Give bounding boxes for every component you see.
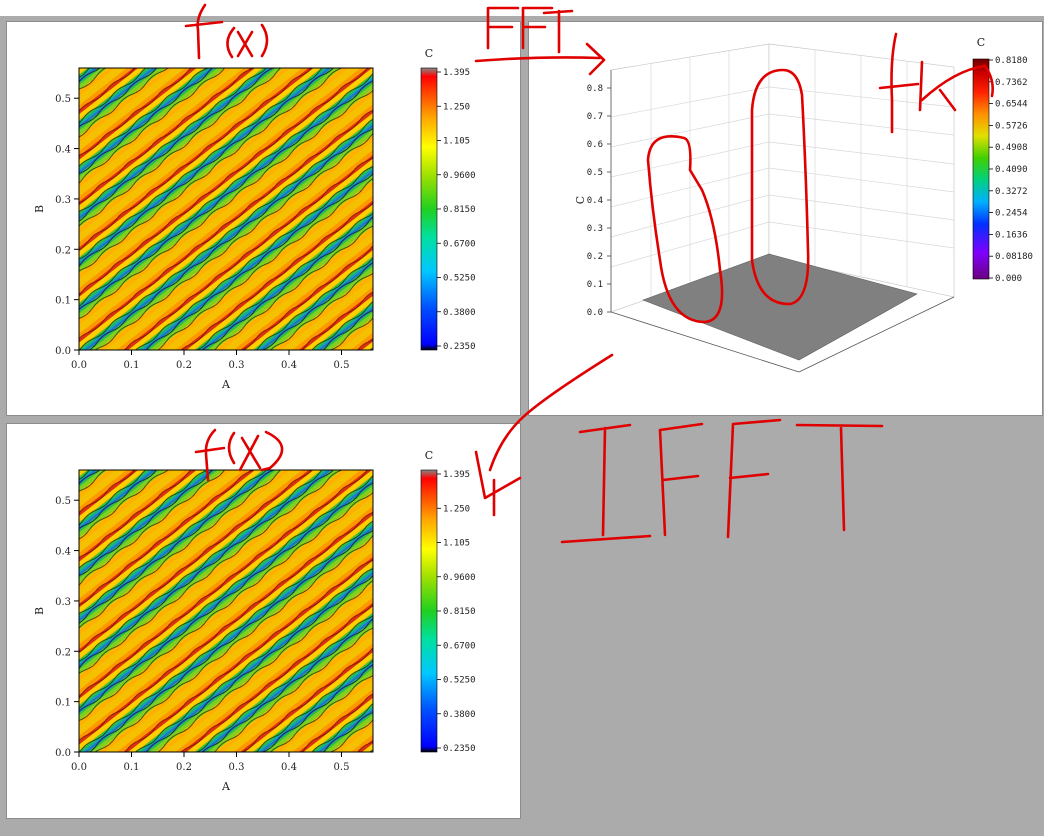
y-tick-label: 0.0 [55, 748, 71, 759]
z-tick-label: 0.4 [587, 196, 603, 206]
y-tick-label: 0.0 [55, 346, 71, 357]
colorbar-tick-label: 0.000 [995, 274, 1022, 284]
colorbar [420, 469, 438, 753]
x-tick-label: 0.1 [124, 360, 140, 371]
colorbar-tick-label: 0.5726 [995, 121, 1028, 131]
axis-edges [610, 70, 955, 373]
y-axis: 0.0 0.1 0.2 0.3 0.4 0.5 [55, 496, 79, 759]
x-tick-label: 0.1 [124, 762, 140, 773]
colorbar-tick-label: 0.8180 [995, 56, 1028, 66]
colorbar-title: C [977, 36, 985, 49]
colorbar-tick-label: 1.105 [443, 539, 470, 549]
colorbar-tick-label: 0.2454 [995, 209, 1028, 219]
x-tick-label: 0.0 [71, 762, 87, 773]
contour-plot-area [78, 67, 374, 351]
z-axis: 0.0 0.1 0.2 0.3 0.4 0.5 0.6 0.7 0.8 [587, 84, 611, 318]
colorbar-tick-label: 0.5250 [443, 274, 476, 284]
colorbar-tick-label: 0.8150 [443, 205, 476, 215]
colorbar-tick-label: 0.08180 [995, 252, 1033, 262]
colorbar-tick-label: 0.4090 [995, 165, 1028, 175]
colorbar-tick-label: 0.1636 [995, 230, 1028, 240]
x-axis-label: A [221, 378, 231, 391]
colorbar-tick-label: 0.2350 [443, 744, 476, 754]
colorbar-tick-label: 1.250 [443, 102, 470, 112]
colorbar-tick-label: 0.3800 [443, 710, 476, 720]
z-tick-label: 0.8 [587, 84, 603, 94]
colorbar-tick-label: 0.4908 [995, 143, 1028, 153]
x-axis-label: A [221, 780, 231, 793]
contour-panel-ifft[interactable]: 0.0 0.1 0.2 0.3 0.4 0.5 0.0 0.1 0.2 0.3 0.4 0.5 A … [6, 423, 521, 819]
z-axis-label: C [574, 196, 587, 204]
colorbar-tick-label: 0.5250 [443, 676, 476, 686]
z-tick-label: 0.5 [587, 168, 603, 178]
colorbar-tick-label: 1.395 [443, 68, 470, 78]
x-axis: 0.0 0.1 0.2 0.3 0.4 0.5 [71, 752, 349, 773]
x-tick-label: 0.5 [334, 762, 350, 773]
window-top-strip [0, 0, 1044, 16]
colorbar-tick-label: 0.9600 [443, 171, 476, 181]
x-tick-label: 0.2 [176, 360, 192, 371]
y-tick-label: 0.5 [55, 496, 71, 507]
y-tick-label: 0.4 [55, 547, 71, 558]
x-tick-label: 0.0 [71, 360, 87, 371]
colorbar-tick-label: 0.6544 [995, 100, 1028, 110]
z-tick-label: 0.0 [587, 308, 603, 318]
surface-panel-fk[interactable]: 0.0 0.1 0.2 0.3 0.4 0.5 0.6 0.7 0.8 C C 0.8180 0.… [528, 21, 1043, 416]
z-tick-label: 0.7 [587, 112, 603, 122]
y-axis-label: B [33, 205, 46, 213]
colorbar-tick-label: 0.8150 [443, 607, 476, 617]
x-axis: 0.0 0.1 0.2 0.3 0.4 0.5 [71, 350, 349, 371]
surface-chart: 0.00.10.20.30.40.50.60.70.8 C C 0.81800.… [574, 36, 1033, 373]
annotation-ifft [560, 418, 884, 544]
y-tick-label: 0.1 [55, 698, 71, 709]
colorbar [972, 58, 990, 280]
colorbar-tick-label: 0.3272 [995, 187, 1028, 197]
colorbar-title: C [425, 449, 433, 462]
y-tick-label: 0.1 [55, 296, 71, 307]
colorbar-tick-label: 1.105 [443, 137, 470, 147]
z-tick-label: 0.3 [587, 224, 603, 234]
contour-panel-fx[interactable]: 0.0 0.1 0.2 0.3 0.4 0.5 0.0 0.1 0.2 0.3 0.4 0.5 A … [6, 21, 521, 416]
x-tick-label: 0.5 [334, 360, 350, 371]
colorbar [420, 67, 438, 351]
y-tick-label: 0.5 [55, 94, 71, 105]
colorbar-tick-label: 1.250 [443, 504, 470, 514]
contour-chart-2: 0.0 0.1 0.2 0.3 0.4 0.5 0.00.10.20.30.40.5 A … [33, 449, 476, 793]
colorbar-tick-label: 0.6700 [443, 239, 476, 249]
colorbar-tick-label: 1.395 [443, 470, 470, 480]
z-tick-label: 0.6 [587, 140, 603, 150]
y-tick-label: 0.3 [55, 597, 71, 608]
y-tick-label: 0.4 [55, 145, 71, 156]
y-tick-label: 0.3 [55, 195, 71, 206]
colorbar-ticks: 0.8180 0.7362 0.6544 0.5726 0.4908 0.4090 0.32… [989, 56, 1033, 284]
colorbar-tick-label: 0.7362 [995, 78, 1028, 88]
x-tick-label: 0.4 [281, 762, 297, 773]
contour-chart-1: 0.0 0.1 0.2 0.3 0.4 0.5 0.00.10.20.30.40.5 A … [33, 47, 476, 391]
z-tick-label: 0.2 [587, 252, 603, 262]
colorbar-tick-label: 0.6700 [443, 641, 476, 651]
x-tick-label: 0.3 [229, 360, 245, 371]
x-tick-label: 0.3 [229, 762, 245, 773]
colorbar-ticks: 1.395 1.250 1.105 0.9600 0.8150 0.6700 0.5250 0… [437, 470, 476, 754]
colorbar-tick-label: 0.9600 [443, 573, 476, 583]
colorbar-tick-label: 0.3800 [443, 308, 476, 318]
colorbar-title: C [425, 47, 433, 60]
colorbar-tick-label: 0.2350 [443, 342, 476, 352]
contour-plot-area [78, 469, 374, 753]
z-tick-label: 0.1 [587, 280, 603, 290]
y-axis: 0.0 0.1 0.2 0.3 0.4 0.5 [55, 94, 79, 357]
y-tick-label: 0.2 [55, 647, 71, 658]
y-axis-label: B [33, 607, 46, 615]
colorbar-ticks: 1.395 1.250 1.105 0.9600 0.8150 0.6700 0.5250 0… [437, 68, 476, 352]
x-tick-label: 0.2 [176, 762, 192, 773]
x-tick-label: 0.4 [281, 360, 297, 371]
y-tick-label: 0.2 [55, 245, 71, 256]
